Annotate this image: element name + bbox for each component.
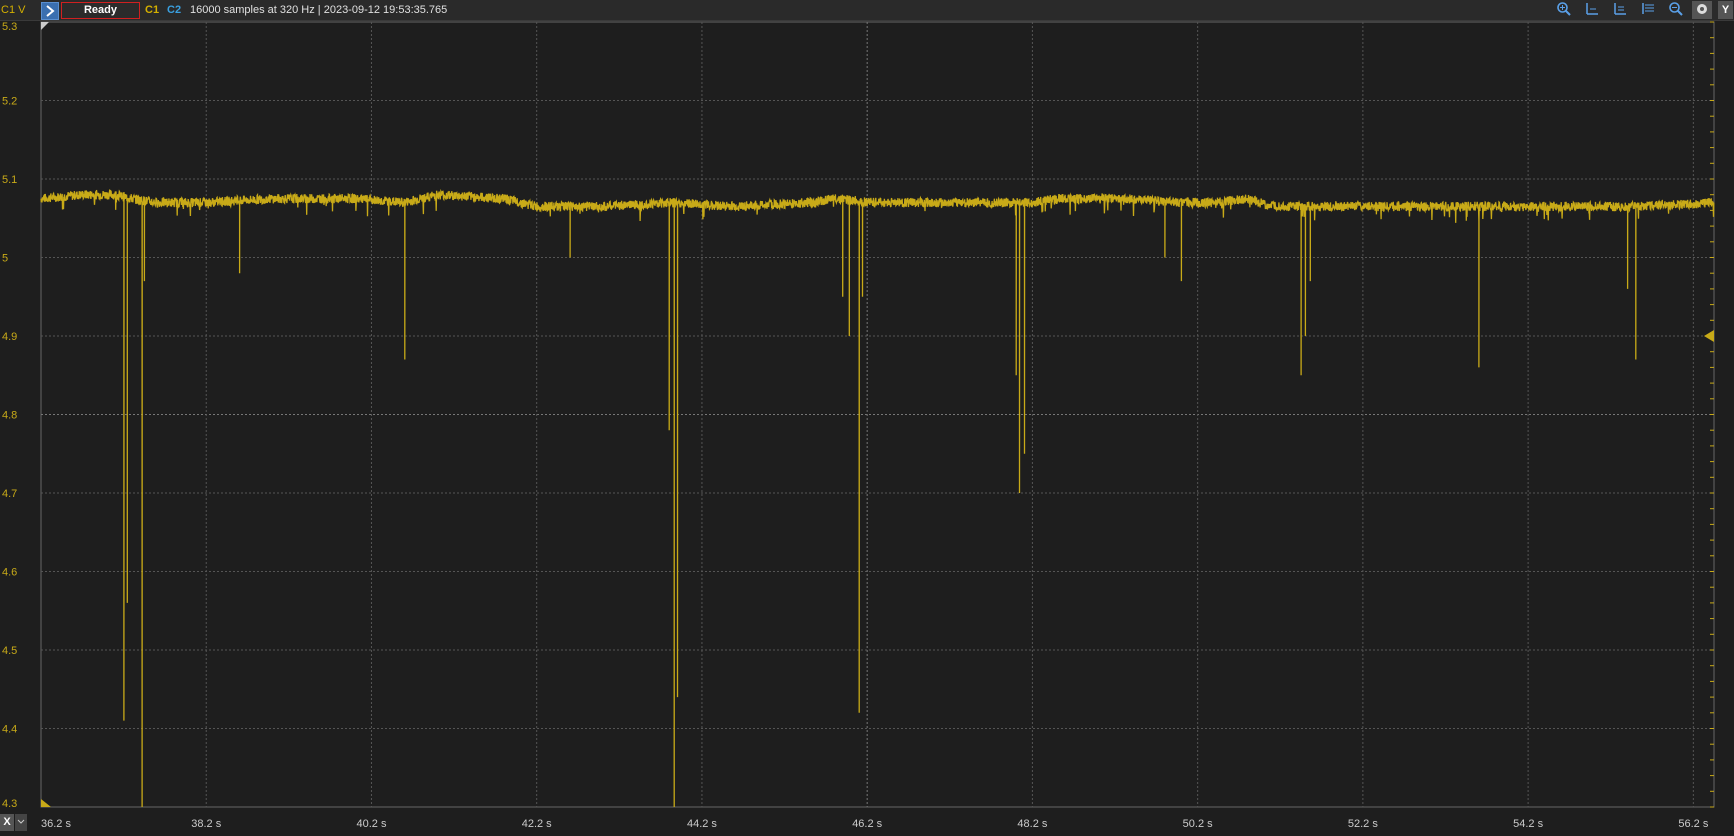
cursor-align-button[interactable] [1638,1,1658,19]
cursor-align-icon [1642,3,1654,14]
y-tick-label: 4.4 [2,724,17,736]
y-tick-label: 4.3 [2,798,17,810]
x-tick-label: 40.2 s [356,818,386,830]
cursor-right-button[interactable] [1610,1,1630,19]
x-tick-label: 52.2 s [1348,818,1378,830]
zoom-in-icon [1557,2,1571,16]
y-tick-label: 4.5 [2,645,17,657]
x-tick-label: 56.2 s [1678,818,1708,830]
trigger-level-marker [1704,330,1714,342]
zoom-out-icon [1669,2,1683,16]
chevron-down-icon [17,819,25,824]
cursor-left-button[interactable] [1582,1,1602,19]
cursor-left-icon [1586,3,1598,15]
zoom-in-button[interactable] [1554,1,1574,19]
settings-button[interactable] [1692,1,1712,19]
x-tick-label: 36.2 s [41,818,71,830]
channel-2-toggle[interactable]: C2 [167,4,182,16]
x-tick-label: 50.2 s [1183,818,1213,830]
y-tick-label: 4.7 [2,488,17,500]
y-tick-label: 4.8 [2,410,17,422]
x-tick-label: 48.2 s [1017,818,1047,830]
top-left-marker [41,22,49,30]
play-icon [46,5,55,17]
y-tick-label: 4.6 [2,567,17,579]
y-tick-label: 5.2 [2,96,17,108]
y-tick-label: 5.1 [2,174,17,186]
plot-area[interactable]: 5.3 5.2 5.1 5 4.9 4.8 4.7 4.6 4.5 4.4 4.3 36.2 s 38.… [0,20,1734,833]
toolbar: C1 V Ready C1 C2 16000 samples at 320 Hz… [0,0,1734,21]
settings-icon [1697,4,1707,14]
x-tick-label: 42.2 s [522,818,552,830]
cursor-right-icon [1614,3,1626,15]
voltage-trace [40,188,1715,808]
x-tick-label: 46.2 s [852,818,882,830]
channel-unit-label: C1 V [1,4,26,16]
status-badge: Ready [61,2,140,19]
x-axis-dropdown[interactable] [15,814,27,831]
x-axis-button[interactable]: X [0,814,14,831]
run-button[interactable] [41,2,59,20]
acquisition-info: 16000 samples at 320 Hz | 2023-09-12 19:… [190,4,448,16]
x-tick-label: 38.2 s [191,818,221,830]
x-tick-label: 54.2 s [1513,818,1543,830]
y-tick-label: 4.9 [2,331,17,343]
y-tick-label: 5 [2,253,8,265]
y-tick-label: 5.3 [2,21,17,33]
channel-1-toggle[interactable]: C1 [145,4,160,16]
bottom-left-marker [41,799,51,807]
zoom-out-button[interactable] [1666,1,1686,19]
x-tick-label: 44.2 s [687,818,717,830]
y-axis-button[interactable]: Y [1718,1,1733,19]
